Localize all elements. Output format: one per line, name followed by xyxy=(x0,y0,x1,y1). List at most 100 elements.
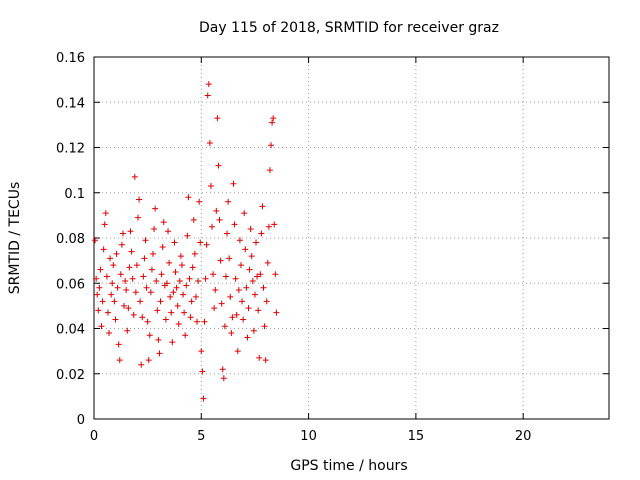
data-point xyxy=(212,287,219,294)
y-axis-label: SRMTID / TECUs xyxy=(7,182,23,295)
data-point xyxy=(107,255,114,262)
y-tick-label: 0.14 xyxy=(56,96,85,111)
data-point xyxy=(168,309,175,316)
data-point xyxy=(249,277,256,284)
data-point xyxy=(177,253,184,260)
data-point xyxy=(255,307,262,314)
data-point xyxy=(130,311,137,318)
data-point xyxy=(192,293,199,300)
data-point xyxy=(253,239,260,246)
data-point xyxy=(110,262,117,269)
data-point xyxy=(101,221,108,228)
data-point xyxy=(268,142,275,149)
data-point xyxy=(117,271,124,278)
data-point xyxy=(244,334,251,341)
data-point xyxy=(125,305,132,312)
data-point xyxy=(163,280,170,287)
data-point xyxy=(115,341,122,348)
data-point xyxy=(141,255,148,262)
data-point xyxy=(160,219,167,226)
data-point xyxy=(136,196,143,203)
data-point xyxy=(152,205,159,212)
data-point xyxy=(112,316,119,323)
y-tick-label: 0.12 xyxy=(56,142,85,157)
data-point xyxy=(235,287,242,294)
data-point xyxy=(129,275,136,282)
scatter-points xyxy=(92,81,280,402)
data-point xyxy=(108,291,115,298)
data-point xyxy=(269,119,276,126)
data-point xyxy=(239,298,246,305)
data-point xyxy=(185,194,192,201)
data-point xyxy=(229,314,236,321)
data-point xyxy=(132,289,139,296)
data-point xyxy=(205,81,212,88)
data-point xyxy=(204,92,211,99)
data-point xyxy=(270,115,277,122)
data-point xyxy=(150,250,157,257)
data-point xyxy=(100,246,107,253)
data-point xyxy=(144,318,151,325)
data-point xyxy=(145,357,152,364)
data-point xyxy=(167,293,174,300)
data-point xyxy=(178,262,185,269)
data-point xyxy=(261,323,268,330)
data-point xyxy=(92,237,99,244)
data-point xyxy=(111,298,118,305)
data-point xyxy=(219,366,226,373)
data-point xyxy=(134,214,141,221)
data-point xyxy=(104,309,111,316)
data-point xyxy=(113,250,120,257)
data-point xyxy=(194,318,200,325)
data-point xyxy=(97,266,104,273)
data-point xyxy=(221,323,228,330)
data-point xyxy=(256,354,263,361)
data-point xyxy=(259,203,266,210)
data-point xyxy=(191,250,198,257)
data-point xyxy=(251,291,258,298)
data-point xyxy=(124,327,131,334)
data-point xyxy=(133,262,140,269)
data-point xyxy=(118,241,125,248)
data-point xyxy=(200,395,207,402)
data-point xyxy=(266,167,273,174)
data-point xyxy=(210,271,217,278)
data-point xyxy=(211,305,218,312)
data-point xyxy=(172,268,179,275)
data-point xyxy=(231,221,238,228)
data-point xyxy=(137,298,144,305)
data-point xyxy=(258,230,265,237)
data-point xyxy=(225,198,232,205)
data-point xyxy=(203,241,210,248)
data-point xyxy=(230,180,237,187)
data-point xyxy=(233,311,240,318)
data-point xyxy=(216,216,223,223)
y-tick-label: 0.02 xyxy=(56,368,85,383)
data-point xyxy=(169,339,176,346)
data-point xyxy=(139,314,146,321)
data-point xyxy=(146,332,153,339)
data-point xyxy=(175,320,182,327)
data-point xyxy=(184,232,191,239)
data-point xyxy=(155,336,162,343)
data-point xyxy=(207,182,214,189)
data-point xyxy=(173,284,180,291)
data-point xyxy=(199,368,206,375)
data-point xyxy=(272,271,279,278)
y-tick-label: 0 xyxy=(77,413,85,428)
data-point xyxy=(147,289,154,296)
y-tick-label: 0.06 xyxy=(56,277,85,292)
data-point xyxy=(186,275,193,282)
data-point xyxy=(245,305,252,312)
data-point xyxy=(166,259,173,266)
data-point xyxy=(96,284,103,291)
data-point xyxy=(248,253,255,260)
y-tick-label: 0.04 xyxy=(56,323,85,338)
data-point xyxy=(217,257,224,264)
x-tick-labels: 0 5 10 15 20 xyxy=(90,429,532,444)
data-point xyxy=(226,255,233,262)
x-tick-label: 10 xyxy=(300,429,317,444)
data-point xyxy=(162,316,169,323)
